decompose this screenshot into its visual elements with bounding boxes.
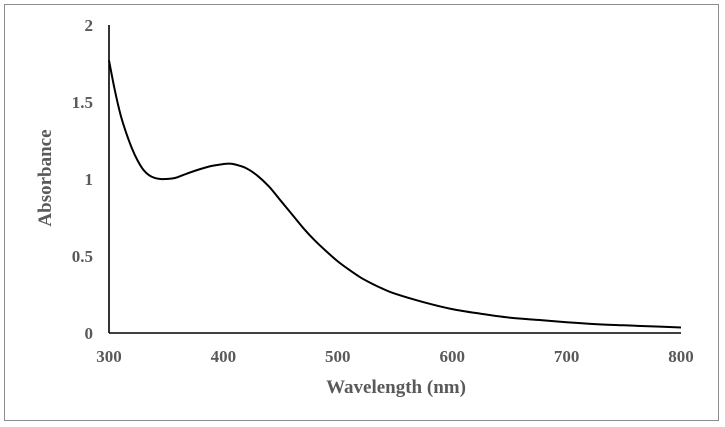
x-tick-label: 300 [96,347,122,366]
y-axis: 0 0.5 1 1.5 2 [72,16,110,343]
y-tick-label: 0 [85,324,94,343]
x-tick-label: 400 [211,347,237,366]
x-tick-label: 600 [439,347,465,366]
x-axis: 300 400 500 600 700 800 [96,332,694,366]
chart-frame [4,4,719,421]
y-tick-label: 1.5 [72,93,93,112]
series-line [108,60,682,329]
y-axis-label: Absorbance [35,129,56,226]
x-tick-label: 800 [668,347,694,366]
x-tick-label: 700 [554,347,580,366]
y-tick-label: 1 [85,170,94,189]
x-axis-label: Wavelength (nm) [326,377,466,398]
y-tick-label: 2 [85,16,94,35]
x-tick-label: 500 [325,347,351,366]
y-tick-label: 0.5 [72,247,93,266]
series-group [108,60,682,329]
